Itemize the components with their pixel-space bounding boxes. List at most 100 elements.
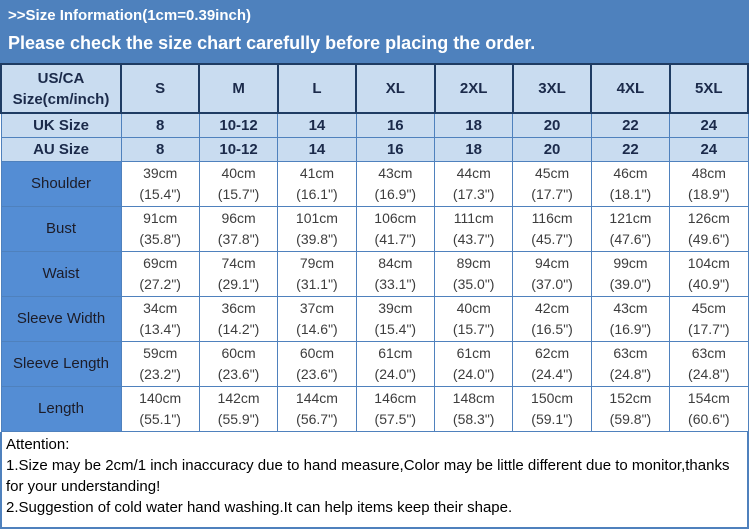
inch-value: (16.9"): [609, 320, 652, 337]
inch-value: (24.8"): [688, 365, 730, 382]
measurement-cell: 48cm (18.9"): [669, 160, 749, 207]
cm-value: 45cm: [691, 299, 726, 316]
measurement-cell: 146cm (57.5"): [355, 385, 436, 432]
measurement-cell: 74cm (29.1"): [198, 250, 279, 297]
measurement-row: Sleeve Width 34cm (13.4") 36cm (14.2") 37cm (1…: [0, 295, 749, 342]
measurement-cell: 60cm (23.6"): [198, 340, 279, 387]
measurement-cell: 41cm (16.1"): [277, 160, 357, 207]
cm-value: 61cm: [378, 344, 413, 361]
cm-value: 48cm: [691, 164, 726, 181]
inch-value: (17.7"): [531, 185, 573, 202]
measurement-cell: 34cm (13.4"): [120, 295, 200, 342]
cm-value: 111cm: [453, 209, 494, 226]
inch-value: (39.0"): [609, 275, 652, 292]
measurement-cell: 40cm (15.7"): [198, 160, 279, 207]
measurement-cell: 63cm (24.8"): [590, 340, 671, 387]
cm-value: 126cm: [687, 209, 730, 226]
inch-value: (16.1"): [296, 185, 338, 202]
region-size-cell: 18: [433, 112, 514, 138]
cm-value: 60cm: [299, 344, 335, 361]
measurement-cell: 96cm (37.8"): [198, 205, 279, 252]
cm-value: 152cm: [609, 389, 652, 406]
measurement-cell: 43cm (16.9"): [355, 160, 436, 207]
size-column-header: L: [276, 63, 358, 114]
measurement-cell: 150cm (59.1"): [512, 385, 592, 432]
region-size-cell: 24: [669, 112, 749, 138]
region-size-row: UK Size 8 10-12 14 16 18 20 22 24: [0, 112, 749, 138]
size-column-header: M: [198, 63, 279, 114]
cm-value: 106cm: [374, 209, 417, 226]
region-size-cell: 14: [277, 136, 357, 162]
cm-value: 60cm: [221, 344, 256, 361]
measurement-row-label: Shoulder: [0, 160, 122, 207]
cm-value: 144cm: [295, 389, 338, 406]
inch-value: (17.3"): [452, 185, 495, 202]
region-size-cell: 20: [512, 136, 592, 162]
inch-value: (39.8"): [296, 230, 338, 247]
region-size-cell: 16: [355, 136, 436, 162]
inch-value: (17.7"): [688, 320, 730, 337]
measurement-row-label: Length: [0, 385, 122, 432]
inch-value: (15.4"): [374, 320, 417, 337]
inch-value: (56.7"): [296, 410, 338, 427]
banner: >>Size Information(1cm=0.39inch) Please …: [0, 0, 749, 63]
region-size-cell: 10-12: [198, 136, 279, 162]
measurement-cell: 94cm (37.0"): [512, 250, 592, 297]
measurement-cell: 101cm (39.8"): [277, 205, 357, 252]
measurement-cell: 106cm (41.7"): [355, 205, 436, 252]
inch-value: (40.9"): [688, 275, 730, 292]
region-size-cell: 14: [277, 112, 357, 138]
cm-value: 39cm: [378, 299, 413, 316]
size-column-header: 3XL: [511, 63, 593, 114]
inch-value: (14.6"): [296, 320, 338, 337]
cm-value: 146cm: [374, 389, 417, 406]
inch-value: (23.6"): [217, 365, 260, 382]
inch-value: (23.2"): [139, 365, 181, 382]
measurement-row: Sleeve Length 59cm (23.2") 60cm (23.6") 60cm (…: [0, 340, 749, 387]
attention-note-2: 2.Suggestion of cold water hand washing.…: [6, 499, 513, 517]
inch-value: (47.6"): [609, 230, 652, 247]
cm-value: 37cm: [299, 299, 335, 316]
cm-value: 46cm: [613, 164, 648, 181]
region-size-cell: 24: [669, 136, 749, 162]
measurement-cell: 43cm (16.9"): [590, 295, 671, 342]
size-column-header: 5XL: [668, 63, 749, 114]
inch-value: (24.8"): [609, 365, 652, 382]
measurement-cell: 62cm (24.4"): [512, 340, 592, 387]
inch-value: (55.9"): [217, 410, 260, 427]
region-size-cell: 20: [512, 112, 592, 138]
size-information-title: >>Size Information(1cm=0.39inch): [8, 7, 251, 24]
measurement-cell: 99cm (39.0"): [590, 250, 671, 297]
inch-value: (18.9"): [688, 185, 730, 202]
region-size-cell: 8: [120, 112, 200, 138]
measurement-cell: 39cm (15.4"): [120, 160, 200, 207]
cm-value: 91cm: [143, 209, 178, 226]
measurement-cell: 61cm (24.0"): [433, 340, 514, 387]
cm-value: 74cm: [221, 254, 256, 271]
cm-value: 142cm: [217, 389, 260, 406]
inch-value: (31.1"): [296, 275, 338, 292]
measurement-cell: 111cm (43.7"): [433, 205, 514, 252]
size-chart-warning: Please check the size chart carefully be…: [8, 33, 536, 53]
measurement-cell: 84cm (33.1"): [355, 250, 436, 297]
measurement-cell: 45cm (17.7"): [669, 295, 749, 342]
measurement-cell: 140cm (55.1"): [120, 385, 200, 432]
inch-value: (45.7"): [531, 230, 573, 247]
cm-value: 94cm: [534, 254, 570, 271]
region-size-cell: 16: [355, 112, 436, 138]
region-size-cell: 18: [433, 136, 514, 162]
inch-value: (18.1"): [609, 185, 652, 202]
inch-value: (29.1"): [217, 275, 260, 292]
measurement-cell: 152cm (59.8"): [590, 385, 671, 432]
cm-value: 43cm: [613, 299, 648, 316]
attention-title: Attention:: [6, 435, 70, 453]
measurement-cell: 69cm (27.2"): [120, 250, 200, 297]
region-size-cell: 22: [590, 136, 671, 162]
region-size-cell: 10-12: [198, 112, 279, 138]
inch-value: (41.7"): [374, 230, 417, 247]
inch-value: (23.6"): [296, 365, 338, 382]
inch-value: (55.1"): [139, 410, 181, 427]
inch-value: (37.0"): [531, 275, 573, 292]
cm-value: 63cm: [691, 344, 726, 361]
